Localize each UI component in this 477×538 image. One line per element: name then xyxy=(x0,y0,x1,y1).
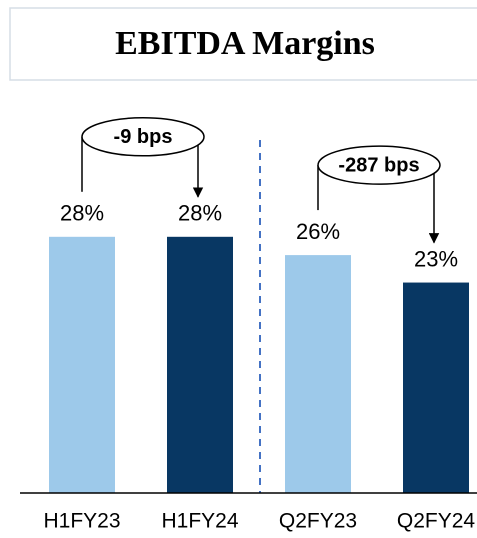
bar xyxy=(403,282,469,493)
annotation-ellipse xyxy=(81,117,205,157)
value-label: 28% xyxy=(178,201,222,226)
title-box xyxy=(9,7,477,81)
bar xyxy=(49,236,115,494)
value-label: 26% xyxy=(296,219,340,244)
value-label: 28% xyxy=(60,201,104,226)
value-label: 23% xyxy=(414,246,458,271)
x-tick-label: H1FY23 xyxy=(43,510,120,533)
chart-title: EBITDA Margins xyxy=(115,25,375,62)
annotation-ellipse xyxy=(317,145,441,185)
x-tick-label: Q2FY23 xyxy=(279,510,357,533)
bar xyxy=(285,255,351,493)
annotation: -9 bps xyxy=(114,126,173,148)
x-tick-label: H1FY24 xyxy=(161,510,238,533)
x-tick-label: Q2FY24 xyxy=(397,510,476,533)
annotation: -287 bps xyxy=(338,154,419,176)
bar xyxy=(167,236,233,494)
